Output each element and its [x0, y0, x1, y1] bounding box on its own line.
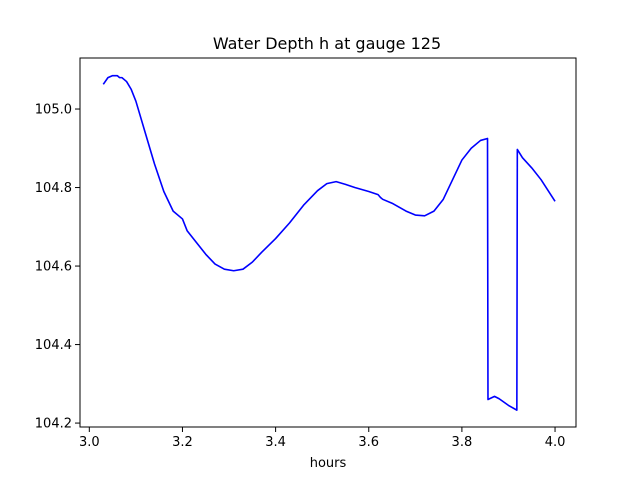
y-tick-label: 105.0	[35, 103, 72, 118]
axis-ticks: 3.0 3.2 3.4 3.6 3.8 4.0 104.2 104.4 104.6 104.8 10…	[35, 103, 566, 450]
x-axis-label: hours	[310, 456, 347, 471]
chart-title: Water Depth h at gauge 125	[213, 34, 441, 53]
plot-area	[102, 74, 556, 411]
y-tick-label: 104.2	[35, 417, 72, 432]
x-tick-label: 3.2	[172, 435, 193, 450]
y-tick-label: 104.4	[35, 338, 72, 353]
x-tick-label: 3.4	[265, 435, 286, 450]
plot-frame	[79, 57, 577, 428]
x-tick-label: 4.0	[545, 435, 566, 450]
y-tick-label: 104.6	[35, 260, 72, 275]
x-tick-label: 3.8	[452, 435, 473, 450]
x-tick-label: 3.6	[358, 435, 379, 450]
series-line	[102, 74, 556, 411]
y-tick-label: 104.8	[35, 181, 72, 196]
x-tick-label: 3.0	[79, 435, 100, 450]
